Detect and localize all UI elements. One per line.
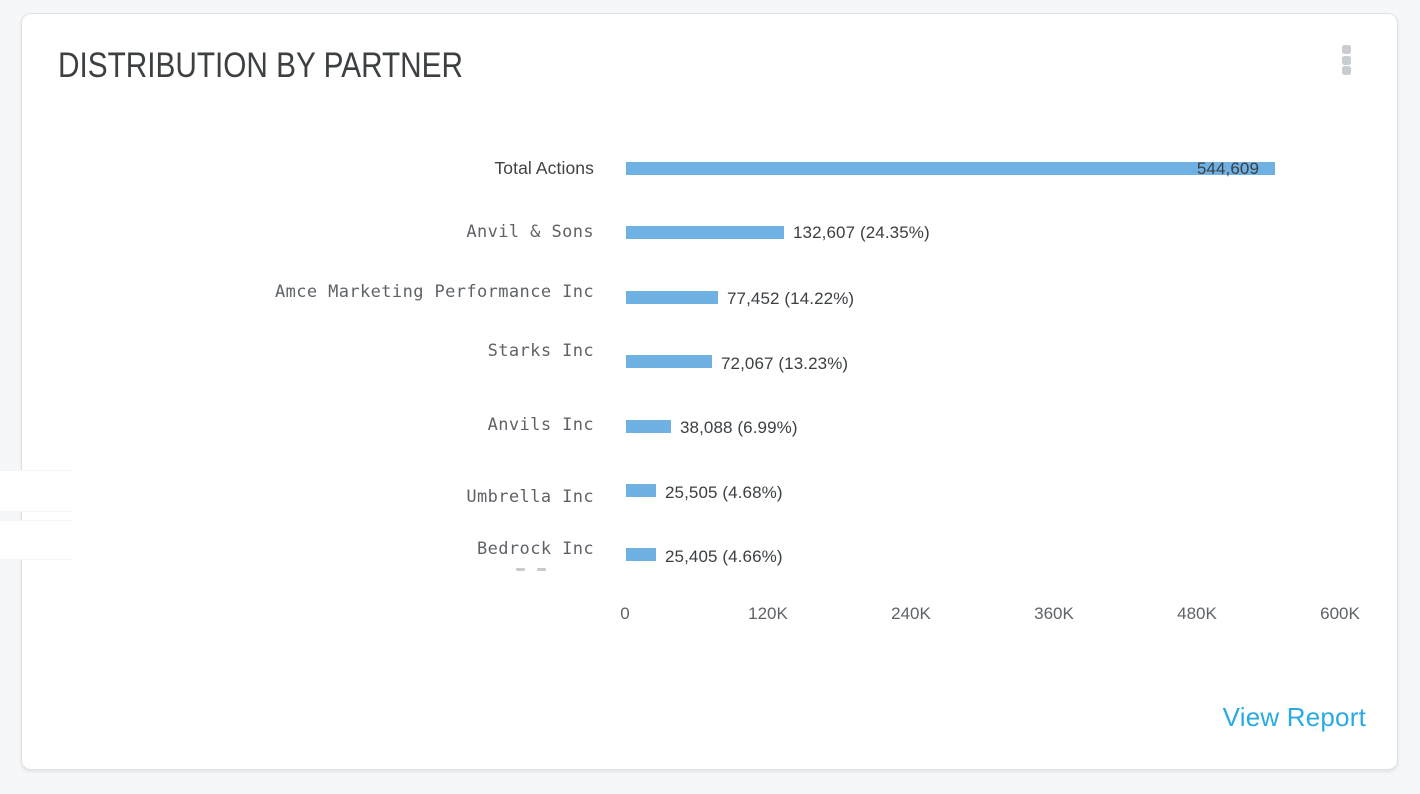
value-label: 544,609: [1196, 158, 1259, 178]
category-label: Total Actions: [494, 157, 594, 178]
value-label: 25,505 (4.68%): [665, 482, 783, 502]
value-label: 72,067 (13.23%): [721, 353, 849, 373]
value-label: 25,405 (4.66%): [665, 546, 783, 566]
category-label: Umbrella Inc: [466, 486, 594, 507]
bar[interactable]: [626, 162, 1275, 175]
clipped-label-fragment: [516, 568, 546, 571]
clipped-glyph: [516, 568, 525, 571]
kebab-menu-icon[interactable]: [1339, 45, 1353, 87]
category-label: Anvil & Sons: [466, 222, 594, 243]
x-axis-tick-label: 240K: [891, 604, 931, 623]
bar[interactable]: [626, 548, 656, 562]
kebab-dot: [1341, 66, 1351, 75]
value-label: 132,607 (24.35%): [793, 222, 930, 242]
distribution-by-partner-card: DISTRIBUTION BY PARTNER Total Actions 544…: [21, 13, 1398, 770]
x-axis-tick-label: 480K: [1177, 604, 1217, 623]
x-axis-tick-label: 120K: [748, 604, 788, 623]
left-edge-overlay-notch: [0, 470, 72, 512]
value-label: 38,088 (6.99%): [680, 418, 798, 438]
category-label: Bedrock Inc: [477, 538, 594, 559]
distribution-bar-chart: Total Actions 544,609 Anvil & Sons 132,607 …: [22, 14, 1399, 674]
view-report-link[interactable]: View Report: [1222, 702, 1366, 732]
x-axis-tick-label: 600K: [1320, 604, 1360, 623]
category-label: Amce Marketing Performance Inc: [274, 282, 594, 303]
bar[interactable]: [626, 484, 656, 497]
x-axis-tick-label: 360K: [1034, 604, 1074, 623]
x-axis-tick-label: 0: [620, 604, 630, 623]
bar[interactable]: [626, 226, 784, 240]
bar[interactable]: [626, 419, 671, 433]
category-label: Starks Inc: [487, 340, 594, 361]
clipped-glyph: [537, 568, 546, 571]
bar[interactable]: [626, 355, 712, 369]
category-label: Anvils Inc: [487, 415, 594, 436]
card-title: DISTRIBUTION BY PARTNER: [58, 46, 463, 85]
kebab-dot: [1341, 45, 1351, 54]
value-label: 77,452 (14.22%): [727, 289, 855, 309]
bar[interactable]: [626, 290, 718, 304]
kebab-dot: [1341, 55, 1351, 65]
left-edge-overlay-notch: [0, 520, 72, 560]
